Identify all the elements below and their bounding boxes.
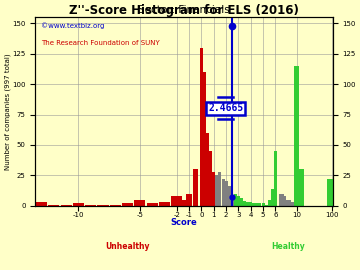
Bar: [327, 179, 338, 206]
Bar: [122, 203, 133, 206]
Bar: [215, 176, 219, 206]
Bar: [193, 169, 198, 206]
Bar: [147, 203, 158, 206]
Bar: [265, 205, 267, 206]
Bar: [186, 194, 192, 206]
Title: Z''-Score Histogram for ELS (2016): Z''-Score Histogram for ELS (2016): [69, 4, 299, 17]
Bar: [171, 196, 183, 206]
Bar: [258, 203, 261, 206]
Bar: [252, 203, 255, 206]
Bar: [281, 196, 287, 206]
Bar: [73, 203, 84, 206]
Y-axis label: Number of companies (997 total): Number of companies (997 total): [4, 53, 11, 170]
Bar: [249, 202, 252, 206]
Bar: [246, 202, 249, 206]
Bar: [203, 72, 206, 206]
Bar: [159, 202, 170, 206]
Text: Sector: Financials: Sector: Financials: [138, 5, 230, 15]
Bar: [262, 203, 265, 206]
Bar: [268, 200, 271, 206]
Bar: [271, 189, 274, 206]
Bar: [180, 200, 186, 206]
Text: The Research Foundation of SUNY: The Research Foundation of SUNY: [41, 40, 160, 46]
Bar: [200, 48, 203, 206]
Text: ©www.textbiz.org: ©www.textbiz.org: [41, 23, 105, 29]
Text: Unhealthy: Unhealthy: [105, 242, 150, 251]
Bar: [255, 203, 258, 206]
Bar: [289, 202, 295, 206]
Bar: [48, 205, 59, 206]
Bar: [134, 200, 145, 206]
Bar: [240, 198, 243, 206]
X-axis label: Score: Score: [171, 218, 197, 227]
Bar: [60, 205, 72, 206]
Bar: [212, 172, 215, 206]
Bar: [219, 172, 221, 206]
Bar: [237, 196, 240, 206]
Bar: [294, 66, 300, 206]
Bar: [228, 186, 231, 206]
Bar: [36, 202, 47, 206]
Bar: [274, 151, 277, 206]
Bar: [243, 201, 246, 206]
Bar: [234, 194, 237, 206]
Bar: [225, 181, 228, 206]
Bar: [221, 179, 225, 206]
Text: 2.4665: 2.4665: [208, 103, 243, 113]
Bar: [98, 205, 108, 206]
Bar: [298, 169, 304, 206]
Text: Healthy: Healthy: [271, 242, 305, 251]
Bar: [209, 151, 212, 206]
Bar: [110, 205, 121, 206]
Bar: [279, 194, 284, 206]
Bar: [285, 200, 291, 206]
Bar: [231, 200, 234, 206]
Bar: [85, 205, 96, 206]
Bar: [206, 133, 209, 206]
